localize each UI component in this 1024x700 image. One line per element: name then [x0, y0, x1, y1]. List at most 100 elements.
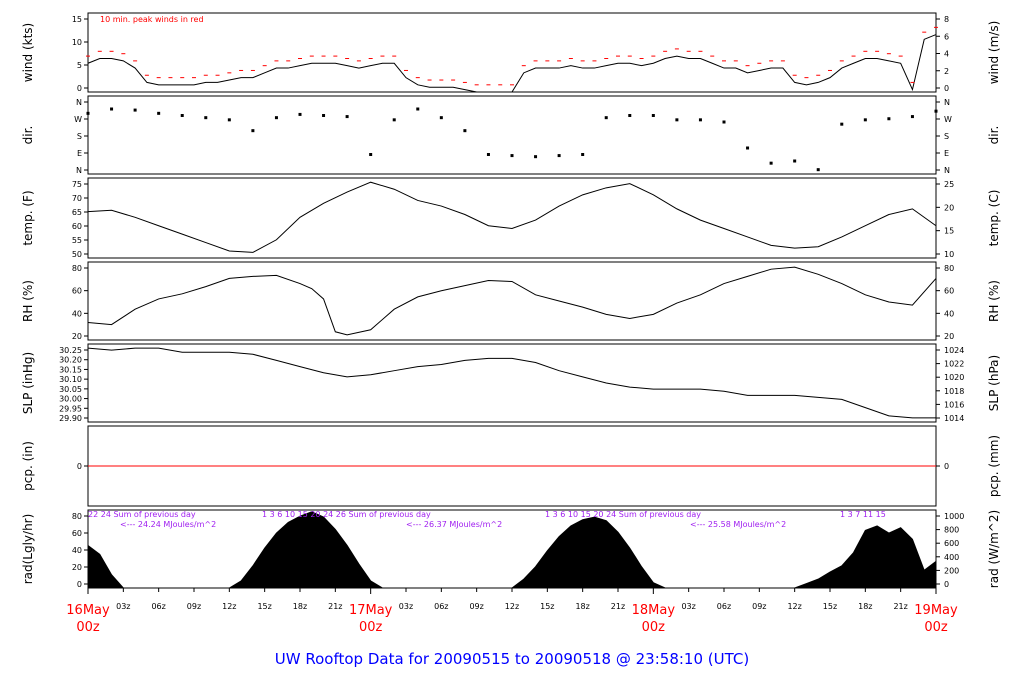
dir-point [510, 154, 514, 158]
rad-annotation: 1 3 7 11 15 [840, 510, 886, 519]
temp-right-tick-label: 25 [944, 180, 954, 189]
temp-panel-frame [87, 177, 937, 259]
slp-right-tick-label: 1024 [944, 346, 964, 355]
x-axis-day-time: 00z [924, 620, 948, 635]
slp-left-tick-label: 30.00 [59, 395, 82, 404]
slp-right-tick-label: 1016 [944, 400, 964, 409]
wind-left-tick-label: 5 [77, 61, 82, 70]
x-axis-tick-label: 03z [681, 602, 695, 611]
slp-right-tick-label: 1022 [944, 360, 964, 369]
slp-series-line [87, 347, 936, 419]
x-axis-tick-label: 09z [469, 602, 483, 611]
rh-right-tick-label: 20 [944, 332, 954, 341]
x-axis-tick-label: 06z [434, 602, 448, 611]
pcp-right-tick-label: 0 [944, 462, 949, 471]
dir-point [934, 109, 938, 113]
dir-point [486, 153, 490, 156]
rad-right-tick-label: 0 [944, 580, 949, 589]
slp-right-tick-label: 1020 [944, 373, 964, 382]
dir-point [416, 107, 420, 111]
slp-left-tick-label: 30.05 [59, 385, 82, 394]
x-axis-tick-label: 18z [575, 602, 589, 611]
slp-left-tick-label: 30.25 [59, 346, 82, 355]
dir-point [157, 111, 161, 115]
dir-left-axis-label: dir. [21, 126, 35, 145]
wind-left-tick-label: 15 [72, 15, 82, 24]
x-axis-tick-label: 18z [858, 602, 872, 611]
dir-point [463, 129, 467, 133]
rh-right-axis-label: RH (%) [987, 280, 1001, 322]
rad-annotation: 1 3 6 10 15 20 24 Sum of previous day [545, 510, 701, 519]
rad-right-tick-label: 600 [944, 539, 959, 548]
dir-point [816, 168, 820, 172]
rh-series-line [87, 266, 937, 336]
dir-point [251, 129, 255, 133]
wind-right-tick-label: 2 [944, 67, 949, 76]
dir-point [439, 116, 443, 120]
rad-right-tick-label: 800 [944, 526, 959, 535]
pcp-left-axis-label: pcp. (in) [21, 441, 35, 491]
rad-left-tick-label: 0 [77, 580, 82, 589]
dir-point [204, 116, 208, 120]
dir-left-tick-label: W [74, 115, 82, 124]
slp-left-tick-label: 30.20 [59, 356, 82, 365]
dir-point [133, 108, 137, 112]
slp-right-axis-label: SLP (hPa) [987, 355, 1001, 411]
x-axis-day-time: 00z [76, 620, 100, 635]
dir-left-tick-label: N [76, 98, 82, 107]
dir-point [675, 118, 679, 122]
dir-left-tick-label: S [77, 132, 82, 141]
x-axis-tick-label: 09z [187, 602, 201, 611]
x-axis-tick-label: 09z [752, 602, 766, 611]
temp-right-axis-label: temp. (C) [987, 190, 1001, 247]
temp-left-tick-label: 75 [72, 180, 82, 189]
wind-annotation: 10 min. peak winds in red [100, 15, 204, 24]
rad-left-tick-label: 80 [72, 512, 82, 521]
page-title: UW Rooftop Data for 20090515 to 20090518… [274, 650, 750, 668]
temp-left-tick-label: 50 [72, 250, 82, 259]
x-axis-tick-label: 06z [151, 602, 165, 611]
x-axis-day-time: 00z [642, 620, 666, 635]
rh-right-tick-label: 60 [944, 287, 954, 296]
temp-series-line [87, 181, 937, 253]
wind-right-tick-label: 6 [944, 32, 949, 41]
dir-point [769, 161, 773, 165]
x-axis-tick-label: 12z [787, 602, 801, 611]
x-axis-tick-label: 15z [540, 602, 554, 611]
dir-right-tick-label: S [944, 132, 949, 141]
dir-point [887, 117, 891, 121]
rad-right-tick-label: 200 [944, 566, 959, 575]
x-axis-tick-label: 21z [893, 602, 907, 611]
dir-left-tick-label: E [77, 149, 82, 158]
rad-annotation: 1 3 6 10 15 20 24 26 Sum of previous day [262, 510, 431, 519]
dir-point [793, 159, 797, 163]
x-axis-tick-label: 03z [116, 602, 130, 611]
dir-point [534, 155, 538, 159]
dir-point [322, 114, 326, 117]
temp-right-tick-label: 20 [944, 203, 954, 212]
rad-left-tick-label: 40 [72, 546, 82, 555]
pcp-left-tick-label: 0 [77, 462, 82, 471]
rh-left-tick-label: 60 [72, 287, 82, 296]
rh-left-axis-label: RH (%) [21, 280, 35, 322]
x-axis-day-label: 16May [66, 603, 110, 618]
rh-right-tick-label: 80 [944, 264, 954, 273]
rh-panel-frame [87, 261, 937, 341]
x-axis-tick-label: 18z [293, 602, 307, 611]
slp-left-axis-label: SLP (inHg) [21, 352, 35, 414]
rad-annotation: 22 24 Sum of previous day [88, 510, 196, 519]
dir-point [345, 115, 349, 119]
rad-annotation: <--- 25.58 MJoules/m^2 [690, 520, 786, 529]
x-axis-tick-label: 15z [823, 602, 837, 611]
dir-point [227, 118, 231, 122]
temp-right-tick-label: 15 [944, 227, 954, 236]
rad-annotation: <--- 24.24 MJoules/m^2 [120, 520, 216, 529]
rad-left-tick-label: 60 [72, 529, 82, 538]
dir-point [698, 118, 702, 122]
rad-right-tick-label: 1000 [944, 512, 964, 521]
dir-point [110, 107, 114, 111]
rad-right-tick-label: 400 [944, 553, 959, 562]
dir-right-tick-label: E [944, 149, 949, 158]
x-axis-tick-label: 15z [257, 602, 271, 611]
dir-point [910, 115, 914, 119]
